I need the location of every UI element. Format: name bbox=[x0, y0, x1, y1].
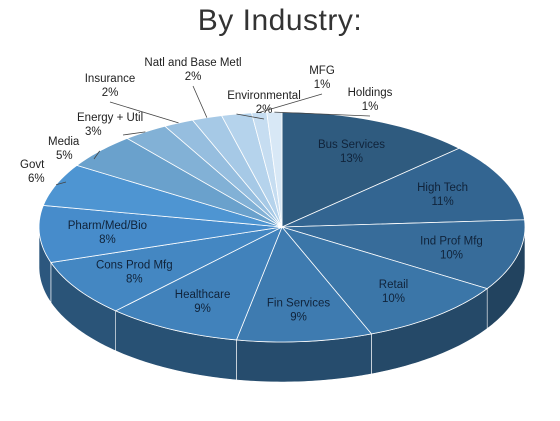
slice-label-value-8: 8% bbox=[99, 234, 116, 246]
slice-label-name-7: Cons Prod Mfg bbox=[96, 259, 173, 271]
slice-label-name-16: Holdings bbox=[348, 87, 393, 99]
leader-line-9 bbox=[55, 181, 67, 186]
slice-label-value-3: 10% bbox=[440, 250, 463, 262]
leader-line-11 bbox=[122, 131, 146, 136]
leader-line-13 bbox=[192, 85, 208, 118]
slice-label-name-3: Ind Prof Mfg bbox=[420, 236, 483, 248]
pie-slice-16 bbox=[266, 111, 283, 228]
slice-label-value-14: 2% bbox=[256, 104, 273, 116]
slice-label-name-8: Pharm/Med/Bio bbox=[68, 220, 147, 232]
slice-label-name-9: Govt bbox=[20, 159, 45, 171]
pie-slice-11 bbox=[126, 125, 283, 228]
slice-label-value-12: 2% bbox=[102, 87, 119, 99]
pie-slice-2 bbox=[281, 147, 525, 228]
slice-label-value-9: 6% bbox=[28, 173, 45, 185]
slice-label-value-11: 3% bbox=[85, 126, 102, 138]
leader-line-14 bbox=[236, 113, 265, 120]
slice-label-name-15: MFG bbox=[309, 65, 335, 77]
slice-label-name-11: Energy + Util bbox=[77, 112, 143, 124]
slice-label-name-12: Insurance bbox=[85, 73, 136, 85]
slice-label-name-6: Healthcare bbox=[175, 289, 231, 301]
slice-label-name-14: Environmental bbox=[227, 90, 301, 102]
slice-label-name-5: Fin Services bbox=[267, 297, 331, 309]
leader-line-12 bbox=[109, 101, 179, 124]
pie-slice-3 bbox=[281, 219, 526, 290]
pie-slice-8 bbox=[38, 205, 283, 263]
slice-label-value-1: 13% bbox=[340, 153, 363, 165]
pie-labels: Bus Services 13% High Tech 11% Ind Prof Mfg 1… bbox=[20, 57, 483, 323]
slice-label-value-15: 1% bbox=[314, 79, 331, 91]
slice-label-value-10: 5% bbox=[56, 150, 73, 162]
pie-slice-1 bbox=[281, 111, 461, 228]
slice-label-value-6: 9% bbox=[194, 303, 211, 315]
slice-label-value-7: 8% bbox=[126, 273, 143, 285]
slice-label-name-10: Media bbox=[48, 136, 80, 148]
leader-line-15 bbox=[258, 93, 323, 113]
slice-label-value-16: 1% bbox=[362, 101, 379, 113]
slice-label-value-2: 11% bbox=[432, 196, 454, 208]
pie-slice-6 bbox=[114, 226, 283, 341]
pie-slices bbox=[38, 111, 526, 343]
slice-label-value-13: 2% bbox=[185, 71, 202, 83]
pie-slice-7 bbox=[50, 226, 283, 312]
slice-label-name-2: High Tech bbox=[417, 182, 468, 194]
slice-label-name-4: Retail bbox=[379, 279, 408, 291]
leader-line-16 bbox=[274, 111, 371, 117]
slice-label-name-13: Natl and Base Metl bbox=[144, 57, 241, 69]
chart-title: By Industry: bbox=[197, 4, 363, 37]
slice-label-value-5: 9% bbox=[290, 311, 307, 323]
leader-line-10 bbox=[93, 150, 101, 160]
slice-label-name-1: Bus Services bbox=[318, 139, 385, 151]
slice-label-value-4: 10% bbox=[382, 293, 405, 305]
pie-slice-5 bbox=[235, 226, 373, 343]
pie-slice-4 bbox=[280, 226, 489, 335]
